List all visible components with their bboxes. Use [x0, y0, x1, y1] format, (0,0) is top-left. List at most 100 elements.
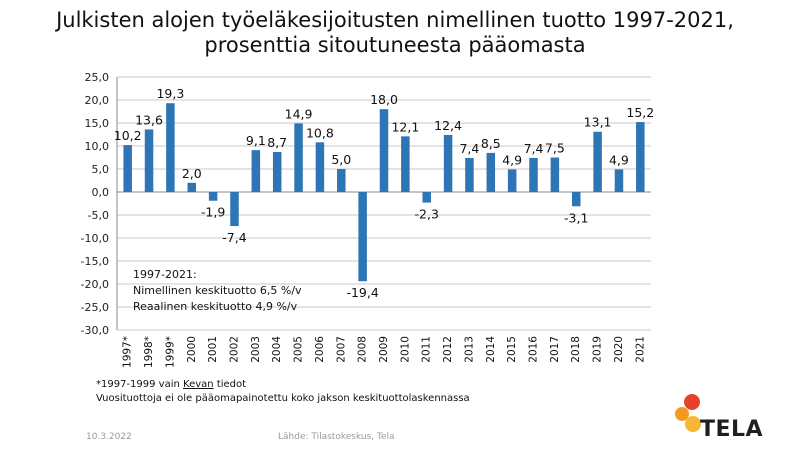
bar — [486, 152, 496, 192]
x-tick-label: 2019 — [592, 336, 604, 363]
data-label: 10,2 — [114, 128, 142, 143]
chart-title-line2: prosenttia sitoutuneesta pääomasta — [204, 33, 586, 57]
y-tick-label: 20,0 — [85, 94, 110, 107]
bar — [529, 157, 538, 192]
x-tick-label: 2018 — [570, 336, 582, 363]
x-tick-label: 2017 — [549, 336, 561, 363]
data-label: 19,3 — [156, 86, 184, 101]
bar — [144, 129, 154, 192]
bar — [507, 169, 517, 192]
data-label: 18,0 — [370, 92, 398, 107]
chart-title-line1: Julkisten alojen työeläkesijoitusten nim… — [56, 8, 734, 32]
data-label: 8,7 — [267, 135, 287, 150]
chart-annotation: Nimellinen keskituotto 6,5 %/v — [133, 284, 302, 297]
x-tick-label: 2010 — [399, 336, 411, 363]
x-tick-label: 2012 — [442, 336, 454, 363]
data-label: -1,9 — [201, 205, 225, 220]
bar — [337, 169, 346, 192]
footnote-1-pre: *1997-1999 vain — [96, 379, 184, 390]
logo-circle-red — [684, 394, 700, 410]
bar — [187, 182, 197, 192]
x-tick-label: 2005 — [293, 336, 305, 363]
tela-logo-text: TELA — [700, 417, 764, 442]
data-label: 15,2 — [626, 105, 654, 120]
y-tick-label: -15,0 — [81, 255, 109, 268]
data-label: -7,4 — [222, 230, 246, 245]
data-label: 7,5 — [545, 141, 565, 156]
data-label: 7,4 — [459, 141, 479, 156]
x-tick-label: 2009 — [378, 336, 390, 363]
data-label: 12,4 — [434, 118, 462, 133]
y-tick-label: -10,0 — [81, 232, 109, 245]
footnote-2: Vuosituottoja ei ole pääomapainotettu ko… — [96, 393, 470, 404]
x-tick-label: 2002 — [228, 336, 240, 363]
y-tick-label: 5,0 — [92, 163, 110, 176]
data-label: -19,4 — [346, 285, 378, 300]
footer-date: 10.3.2022 — [86, 432, 132, 442]
bar — [550, 157, 560, 192]
x-tick-label: 1998* — [143, 336, 155, 368]
x-tick-label: 2013 — [463, 336, 475, 363]
bar — [379, 109, 389, 192]
x-tick-label: 2006 — [314, 336, 326, 363]
bar — [251, 150, 261, 192]
y-tick-label: -5,0 — [88, 209, 109, 222]
data-label: 7,4 — [524, 141, 544, 156]
data-label: 8,5 — [481, 136, 501, 151]
y-tick-label: 15,0 — [85, 117, 110, 130]
data-label: 5,0 — [331, 152, 351, 167]
y-tick-label: 0,0 — [92, 186, 110, 199]
data-label: 13,1 — [584, 115, 612, 130]
data-label: 4,9 — [609, 152, 629, 167]
x-tick-label: 2021 — [634, 336, 646, 363]
bar — [636, 122, 645, 192]
chart-annotation: Reaalinen keskituotto 4,9 %/v — [133, 300, 298, 313]
y-tick-label: 10,0 — [85, 140, 110, 153]
data-label: 2,0 — [182, 166, 202, 181]
data-label: 14,9 — [285, 106, 313, 121]
x-tick-label: 2014 — [485, 336, 497, 363]
x-tick-label: 2016 — [528, 336, 540, 363]
bar — [571, 192, 581, 207]
x-tick-label: 2003 — [250, 336, 262, 363]
y-tick-label: -30,0 — [81, 324, 109, 337]
bar — [614, 169, 624, 192]
x-tick-label: 2007 — [335, 336, 347, 363]
tela-logo-mark — [675, 394, 701, 432]
footer-source: Lähde: Tilastokeskus, Tela — [278, 432, 395, 442]
data-label: 10,8 — [306, 125, 334, 140]
footnote-1: *1997-1999 vain Kevan tiedot — [96, 379, 246, 390]
footnote-1-kevan: Kevan — [183, 379, 214, 390]
x-tick-label: 2004 — [271, 336, 283, 363]
data-label: 13,6 — [135, 112, 163, 127]
x-tick-label: 1999* — [164, 336, 176, 368]
y-tick-label: 25,0 — [85, 71, 110, 84]
y-tick-label: -20,0 — [81, 278, 109, 291]
logo-circle-orange — [675, 407, 689, 421]
bar — [294, 123, 303, 192]
x-tick-label: 2001 — [207, 336, 219, 363]
x-tick-label: 2008 — [357, 336, 369, 363]
logo-circle-yellow — [685, 416, 701, 432]
bar — [465, 157, 474, 192]
bar — [123, 145, 132, 192]
bar — [208, 192, 218, 201]
x-tick-label: 2020 — [613, 336, 625, 363]
data-label: 4,9 — [502, 152, 522, 167]
data-label: 9,1 — [246, 133, 266, 148]
bar — [230, 192, 239, 227]
chart-annotation: 1997-2021: — [133, 268, 197, 281]
bar — [315, 142, 325, 192]
x-tick-label: 2015 — [506, 336, 518, 363]
x-tick-label: 1997* — [122, 336, 134, 368]
data-label: -2,3 — [415, 207, 439, 222]
bar — [166, 103, 175, 192]
bar — [358, 192, 367, 282]
bar — [401, 136, 410, 192]
y-tick-label: -25,0 — [81, 301, 109, 314]
data-label: -3,1 — [564, 210, 588, 225]
data-label: 12,1 — [391, 119, 419, 134]
bar — [593, 131, 602, 192]
x-tick-label: 2000 — [186, 336, 198, 363]
